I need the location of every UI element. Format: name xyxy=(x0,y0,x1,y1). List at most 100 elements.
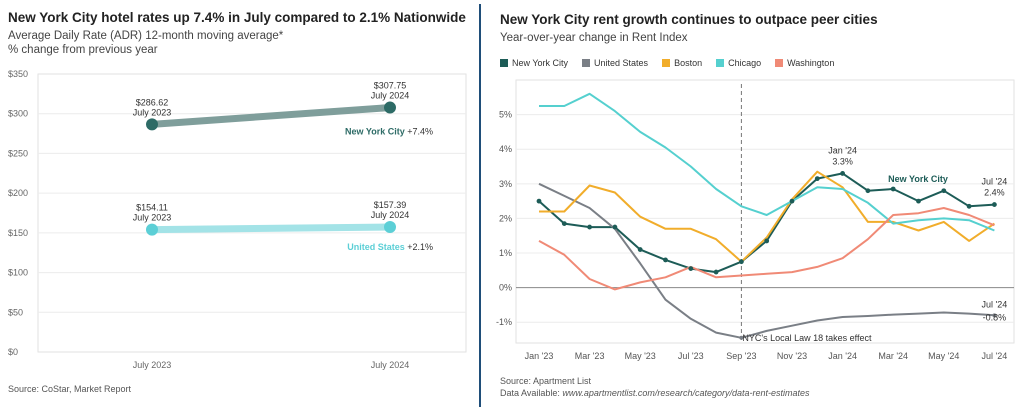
data-point xyxy=(764,238,770,244)
data-point xyxy=(865,188,871,194)
legend-item: United States xyxy=(582,58,648,68)
value-label: $286.62 xyxy=(136,97,169,107)
x-tick-label: July 2023 xyxy=(133,360,172,370)
panel-divider xyxy=(479,4,481,407)
rent-chart-subtitle: Year-over-year change in Rent Index xyxy=(500,32,688,44)
rent-growth-panel: New York City rent growth continues to o… xyxy=(482,0,1024,411)
annotation-value: 3.3% xyxy=(832,156,853,166)
point-label: July 2023 xyxy=(133,107,172,117)
data-point xyxy=(916,198,921,204)
x-tick-label: May '23 xyxy=(625,351,656,361)
series-line xyxy=(148,223,394,234)
data-point xyxy=(789,198,795,204)
series-change-label: New York City +7.4% xyxy=(345,127,433,137)
series-change: +7.4% xyxy=(407,127,433,137)
data-point xyxy=(663,257,668,263)
rent-chart-source: Source: Apartment List xyxy=(500,376,592,386)
x-tick-label: Nov '23 xyxy=(777,351,807,361)
legend-item: Washington xyxy=(775,58,834,68)
annotation-date: Jan '24 xyxy=(828,145,857,155)
data-point xyxy=(992,202,997,207)
data-point xyxy=(561,221,567,227)
value-label: $157.39 xyxy=(374,200,407,210)
legend-swatch xyxy=(662,59,671,67)
y-tick-label: $200 xyxy=(8,188,28,198)
series-change: +2.1% xyxy=(407,242,433,252)
x-tick-label: Jan '23 xyxy=(525,351,554,361)
series-name: New York City xyxy=(345,127,407,137)
y-tick-label: $50 xyxy=(8,307,23,317)
series-change-label: United States +2.1% xyxy=(347,242,433,252)
hotel-rates-chart: $0 $50 $100 $150 $200 $250 $300 $350 July 2023 Ju… xyxy=(8,69,467,370)
data-point xyxy=(688,266,694,271)
hotel-chart-source: Source: CoStar, Market Report xyxy=(8,384,132,394)
data-point xyxy=(384,220,396,233)
y-tick-label: -1% xyxy=(496,317,512,327)
data-point xyxy=(536,198,542,204)
x-tick-label: July 2024 xyxy=(371,360,410,370)
data-point xyxy=(146,118,158,131)
data-point xyxy=(966,203,972,209)
annotation-value: -0.8% xyxy=(983,312,1007,322)
y-tick-label: 0% xyxy=(499,283,512,293)
legend-swatch xyxy=(716,59,725,67)
y-tick-label: 3% xyxy=(499,179,512,189)
legend-label: Washington xyxy=(787,58,835,68)
y-tick-label: $150 xyxy=(8,228,28,238)
data-point xyxy=(146,223,158,236)
legend-label: New York City xyxy=(512,58,569,68)
legend-label: Chicago xyxy=(728,58,762,68)
legend-item: Chicago xyxy=(716,58,761,68)
data-point xyxy=(840,171,845,176)
series-line xyxy=(539,92,995,232)
legend-item: New York City xyxy=(500,58,568,68)
hotel-chart-subtitle-2: % change from previous year xyxy=(8,44,158,56)
hotel-chart-subtitle-1: Average Daily Rate (ADR) 12-month moving… xyxy=(8,30,284,42)
point-label: July 2024 xyxy=(371,91,410,101)
data-point xyxy=(941,188,947,194)
x-tick-label: Jul '24 xyxy=(982,351,1008,361)
data-available-url: www.apartmentlist.com/research/category/… xyxy=(562,388,810,398)
x-tick-label: Jul '23 xyxy=(678,351,704,361)
data-available-label: Data Available: xyxy=(500,388,560,398)
x-tick-label: Mar '23 xyxy=(575,351,605,361)
series-line xyxy=(539,170,995,263)
legend-label: Boston xyxy=(674,58,703,68)
y-tick-label: 2% xyxy=(499,213,512,223)
data-point xyxy=(739,335,744,340)
plot-frame xyxy=(515,79,1015,344)
plot-frame xyxy=(37,73,467,353)
data-point xyxy=(739,259,744,265)
legend-item: Boston xyxy=(662,58,702,68)
y-tick-label: $100 xyxy=(8,268,28,278)
data-point xyxy=(890,186,896,192)
legend-swatch xyxy=(500,59,508,67)
y-tick-label: $350 xyxy=(8,69,28,79)
rent-growth-chart: -1% 0% 1% 2% 3% 4% 5% Jan '23 Mar '23 May '23 Jul … xyxy=(496,79,1015,361)
law-annotation: NYC's Local Law 18 takes effect xyxy=(742,333,872,343)
hotel-chart-title: New York City hotel rates up 7.4% in Jul… xyxy=(8,10,466,25)
data-point xyxy=(713,269,719,275)
series-name: United States xyxy=(347,242,407,252)
point-label: July 2024 xyxy=(371,210,410,220)
y-tick-label: $300 xyxy=(8,109,28,119)
hotel-rates-panel: New York City hotel rates up 7.4% in Jul… xyxy=(0,0,478,411)
legend-swatch xyxy=(582,59,591,67)
data-point xyxy=(384,101,396,114)
value-label: $307.75 xyxy=(374,81,407,91)
x-tick-label: May '24 xyxy=(928,351,959,361)
y-tick-label: 1% xyxy=(499,248,512,258)
nyc-series-label: New York City xyxy=(888,174,948,184)
data-point xyxy=(637,247,643,252)
rent-chart-data-available: Data Available: www.apartmentlist.com/re… xyxy=(500,387,810,399)
annotation-date: Jul '24 xyxy=(982,299,1008,309)
x-tick-label: Sep '23 xyxy=(726,351,756,361)
x-tick-label: Mar '24 xyxy=(878,351,908,361)
y-tick-label: 4% xyxy=(499,144,512,154)
y-tick-label: $0 xyxy=(8,347,18,357)
annotation-value: 2.4% xyxy=(984,188,1005,198)
series-line xyxy=(148,104,394,128)
series-line xyxy=(538,182,995,339)
value-label: $154.11 xyxy=(136,203,168,213)
x-tick-label: Jan '24 xyxy=(828,351,857,361)
